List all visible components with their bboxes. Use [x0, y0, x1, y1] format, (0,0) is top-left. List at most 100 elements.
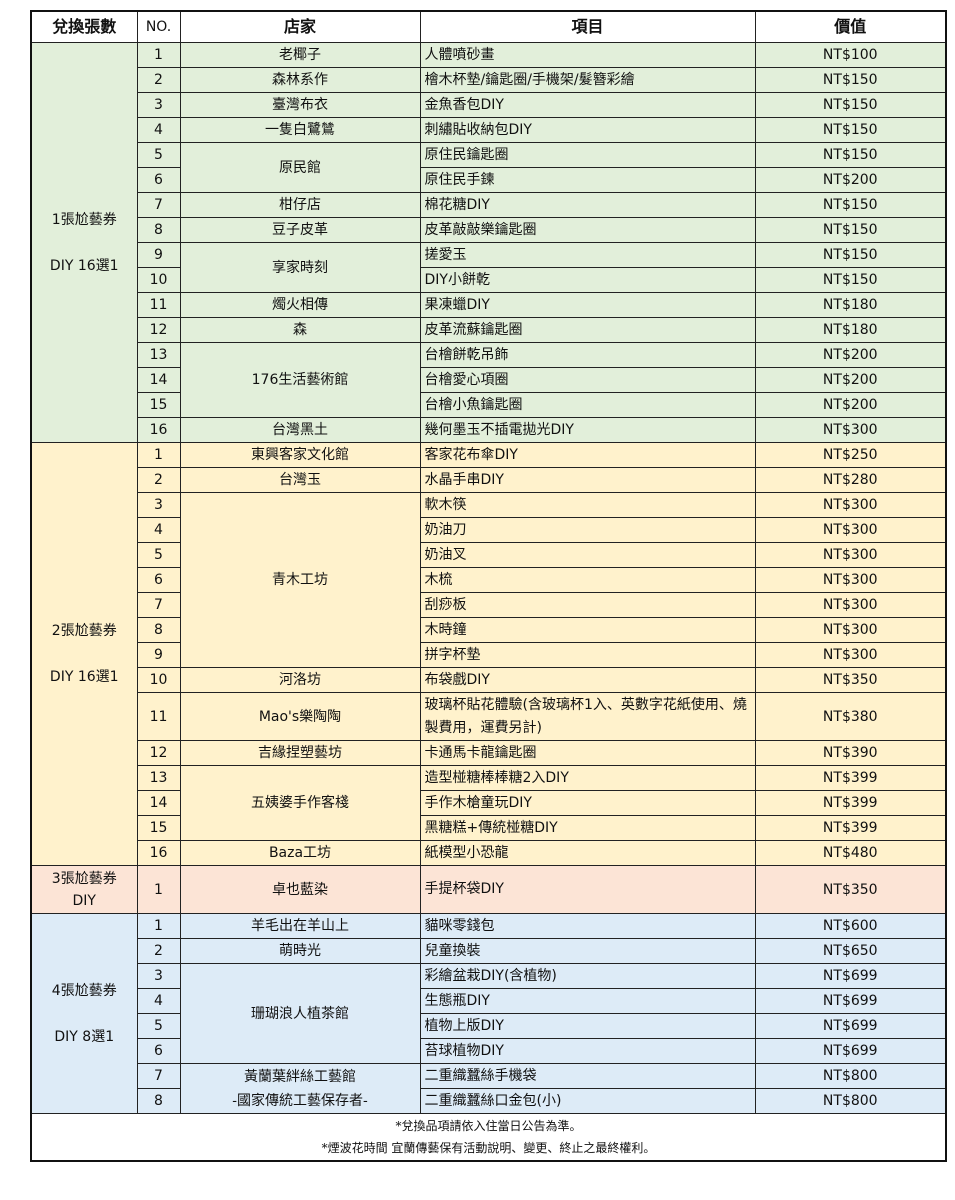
item-name: 奶油叉: [419, 542, 756, 568]
row-number: 13: [136, 765, 181, 791]
table-row: 11 Mao's樂陶陶 玻璃杯貼花體驗(含玻璃杯1入、英數字花紙使用、燒製費用，運費…: [31, 692, 947, 741]
item-price: NT$650: [754, 938, 947, 964]
item-name: 卡通馬卡龍鑰匙圈: [419, 740, 756, 766]
table-row: 6 苔球植物DIY NT$699: [31, 1038, 947, 1064]
item-name: 刮痧板: [419, 592, 756, 618]
section-label-choice: DIY: [72, 892, 96, 909]
row-number: 15: [136, 392, 181, 418]
item-name: 手提杯袋DIY: [419, 865, 756, 914]
shop-name: 176生活藝術館: [179, 342, 421, 418]
table-row: 6 原住民手鍊 NT$200: [31, 167, 947, 193]
item-name: 原住民手鍊: [419, 167, 756, 193]
shop-name: 一隻白鷺鷥: [179, 117, 421, 143]
table-row: 11 燭火相傳 果凍蠟DIY NT$180: [31, 292, 947, 318]
row-number: 9: [136, 642, 181, 668]
row-number: 2: [136, 467, 181, 493]
item-name: 植物上版DIY: [419, 1013, 756, 1039]
table-row: 15 黑糖糕+傳統椪糖DIY NT$399: [31, 815, 947, 841]
shop-name: 森林系作: [179, 67, 421, 93]
item-price: NT$380: [754, 692, 947, 741]
row-number: 1: [136, 913, 181, 939]
item-price: NT$180: [754, 292, 947, 318]
shop-name-text: 豆子皮革: [272, 222, 328, 238]
shop-name: 森: [179, 317, 421, 343]
item-name: 軟木筷: [419, 492, 756, 518]
item-name: 皮革流蘇鑰匙圈: [419, 317, 756, 343]
item-price: NT$300: [754, 642, 947, 668]
item-name: 玻璃杯貼花體驗(含玻璃杯1入、英數字花紙使用、燒製費用，運費另計): [419, 692, 756, 741]
shop-name-text: 黃蘭葉絆絲工藝館: [244, 1068, 356, 1085]
table-row: 2 森林系作 檜木杯墊/鑰匙圈/手機架/髮簪彩繪 NT$150: [31, 67, 947, 93]
row-number: 16: [136, 417, 181, 443]
item-name: 拼字杯墊: [419, 642, 756, 668]
item-name: 貓咪零錢包: [419, 913, 756, 939]
item-price: NT$300: [754, 492, 947, 518]
shop-name: 黃蘭葉絆絲工藝館 -國家傳統工藝保存者-: [179, 1063, 421, 1114]
item-name: 檜木杯墊/鑰匙圈/手機架/髮簪彩繪: [419, 67, 756, 93]
table-row: 7 刮痧板 NT$300: [31, 592, 947, 618]
row-number: 9: [136, 242, 181, 268]
row-number: 2: [136, 938, 181, 964]
row-number: 1: [136, 865, 181, 914]
header-row: 兌換張數 NO. 店家 項目 價值: [30, 10, 947, 43]
item-price: NT$800: [754, 1063, 947, 1089]
footer-note-1: *兌換品項請依入住當日公告為準。: [395, 1119, 582, 1133]
item-name: DIY小餅乾: [419, 267, 756, 293]
shop-name: 吉緣捏塑藝坊: [179, 740, 421, 766]
table-row: 7 柑仔店 棉花糖DIY NT$150: [31, 192, 947, 218]
row-number: 4: [136, 517, 181, 543]
row-number: 12: [136, 317, 181, 343]
item-price: NT$180: [754, 317, 947, 343]
header-no: NO.: [136, 10, 181, 43]
item-name: 原住民鑰匙圈: [419, 142, 756, 168]
table-row: 5 奶油叉 NT$300: [31, 542, 947, 568]
shop-name-text: 珊瑚浪人植茶館: [251, 1005, 349, 1022]
item-name: 兒童換裝: [419, 938, 756, 964]
table-row: 12 森 皮革流蘇鑰匙圈 NT$180: [31, 317, 947, 343]
item-name: 台檜愛心項圈: [419, 367, 756, 393]
row-number: 4: [136, 988, 181, 1014]
shop-name: 柑仔店: [179, 192, 421, 218]
row-number: 11: [136, 692, 181, 741]
spacer: [36, 1002, 133, 1026]
item-price: NT$150: [754, 242, 947, 268]
row-number: 6: [136, 1038, 181, 1064]
table-row: 7 黃蘭葉絆絲工藝館 -國家傳統工藝保存者- 二重織蠶絲手機袋 NT$800: [31, 1063, 947, 1114]
row-number: 8: [136, 217, 181, 243]
item-price: NT$200: [754, 367, 947, 393]
item-name: 布袋戲DIY: [419, 667, 756, 693]
row-number: 10: [136, 267, 181, 293]
row-number: 2: [136, 67, 181, 93]
section-label-choice: DIY 16選1: [49, 257, 119, 274]
item-name: 幾何墨玉不插電拋光DIY: [419, 417, 756, 443]
shop-subtitle: -國家傳統工藝保存者-: [232, 1092, 368, 1109]
table-row: 2張尬藝券 DIY 16選1 1 東興客家文化館 客家花布傘DIY NT$250: [30, 442, 947, 866]
header-shop: 店家: [179, 10, 421, 43]
item-price: NT$150: [754, 142, 947, 168]
row-number: 11: [136, 292, 181, 318]
item-price: NT$399: [754, 765, 947, 791]
row-number: 1: [136, 42, 181, 68]
item-price: NT$150: [754, 217, 947, 243]
item-price: NT$699: [754, 1038, 947, 1064]
shop-name: 台灣玉: [179, 467, 421, 493]
table-row: 5 原民館 原住民鑰匙圈 NT$150: [31, 142, 947, 193]
table-row: 4 生態瓶DIY NT$699: [31, 988, 947, 1014]
section-label-tickets: 3張尬藝券: [51, 870, 117, 887]
shop-name-text: 老椰子: [279, 47, 321, 63]
item-name: 客家花布傘DIY: [419, 442, 756, 468]
shop-name-text: 青木工坊: [272, 572, 328, 588]
row-number: 7: [136, 592, 181, 618]
shop-name-text: 176生活藝術館: [251, 372, 349, 388]
item-name: 造型椪糖棒棒糖2入DIY: [419, 765, 756, 791]
row-number: 5: [136, 542, 181, 568]
table-row: 10 DIY小餅乾 NT$150: [31, 267, 947, 293]
item-name: 苔球植物DIY: [419, 1038, 756, 1064]
table-row: 8 木時鐘 NT$300: [31, 617, 947, 643]
table-row: 3 青木工坊 軟木筷 NT$300: [31, 492, 947, 668]
item-price: NT$480: [754, 840, 947, 866]
shop-name-text: 羊毛出在羊山上: [251, 918, 349, 934]
shop-name-text: 台灣黑土: [272, 422, 328, 438]
item-price: NT$300: [754, 417, 947, 443]
item-price: NT$200: [754, 392, 947, 418]
